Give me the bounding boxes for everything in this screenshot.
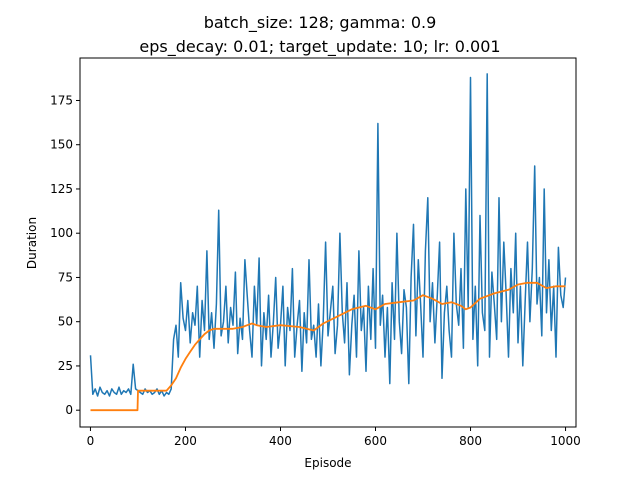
x-axis-ticks: 0 200 400 600 800 1000 xyxy=(87,427,581,448)
x-tick-label: 800 xyxy=(459,434,482,448)
x-tick-label: 1000 xyxy=(550,434,581,448)
plot-frame xyxy=(79,57,577,428)
series-duration-line xyxy=(89,73,567,397)
series-moving-average-line xyxy=(90,281,566,412)
x-tick-label: 200 xyxy=(174,434,197,448)
chart-title-line1: batch_size: 128; gamma: 0.9 xyxy=(204,13,437,33)
chart-title-line2: eps_decay: 0.01; target_update: 10; lr: … xyxy=(139,37,500,57)
x-tick-label: 0 xyxy=(87,434,95,448)
y-axis-ticks: 0 25 50 75 100 125 150 175 xyxy=(50,93,80,417)
y-tick-label: 75 xyxy=(58,270,73,284)
x-tick-label: 600 xyxy=(364,434,387,448)
y-tick-label: 125 xyxy=(50,182,73,196)
y-tick-label: 100 xyxy=(50,226,73,240)
y-axis-label: Duration xyxy=(25,217,39,269)
y-tick-label: 0 xyxy=(65,403,73,417)
y-tick-label: 50 xyxy=(58,315,73,329)
y-tick-label: 175 xyxy=(50,93,73,107)
x-axis-label: Episode xyxy=(304,456,351,470)
x-tick-label: 400 xyxy=(269,434,292,448)
y-tick-label: 25 xyxy=(58,359,73,373)
y-tick-label: 150 xyxy=(50,138,73,152)
plot-lines xyxy=(89,73,567,412)
